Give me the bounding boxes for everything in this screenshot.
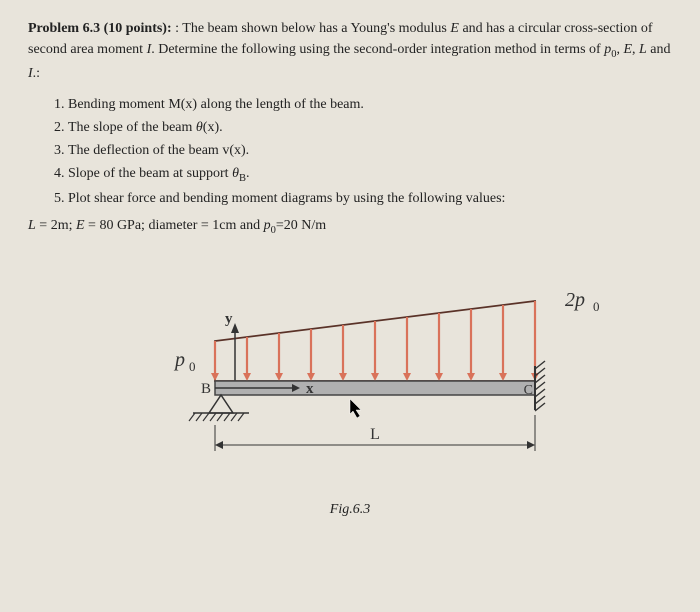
given-b: = 2m; [36,218,76,233]
list-item: Slope of the beam at support θB. [68,163,672,187]
question-list: Bending moment M(x) along the length of … [68,94,672,210]
var-E2: E [623,42,632,57]
statement-p5: , [632,42,639,57]
item-5: Plot shear force and bending moment diag… [68,191,505,206]
svg-text:B: B [201,381,211,397]
var-E: E [450,21,459,36]
list-item: The slope of the beam θ(x). [68,117,672,138]
svg-text:x: x [306,381,314,397]
svg-text:y: y [225,311,233,327]
list-item: The deflection of the beam v(x). [68,140,672,161]
item-4-sub: B [239,172,246,183]
item-2b: (x). [203,120,223,135]
item-4-theta: θ [232,166,239,181]
list-item: Plot shear force and bending moment diag… [68,188,672,209]
item-4b: . [246,166,250,181]
item-2-theta: θ [196,120,203,135]
given-values: L = 2m; E = 80 GPa; diameter = 1cm and p… [28,215,672,239]
svg-text:p: p [173,349,185,371]
given-p: p [264,218,271,233]
svg-text:0: 0 [189,359,196,374]
var-L: L [639,42,647,57]
item-3: The deflection of the beam v(x). [68,143,249,158]
figure-caption: Fig.6.3 [330,499,370,520]
svg-text:2p: 2p [565,289,585,311]
given-L: L [28,218,36,233]
beam-diagram: 2p0p0yBxCL [115,251,635,491]
problem-title: Problem 6.3 (10 points): [28,21,172,36]
given-f: =20 N/m [276,218,326,233]
item-4a: Slope of the beam at support [68,166,232,181]
given-E: E [76,218,85,233]
svg-text:C: C [524,383,533,398]
given-d: = 80 GPa; diameter = 1cm and [85,218,264,233]
item-1: Bending moment M(x) along the length of … [68,97,364,112]
svg-text:0: 0 [593,299,600,314]
list-item: Bending moment M(x) along the length of … [68,94,672,115]
figure-container: 2p0p0yBxCL Fig.6.3 [28,251,672,520]
problem-statement: Problem 6.3 (10 points): : The beam show… [28,18,672,84]
statement-p1: : The beam shown below has a Young's mod… [172,21,451,36]
svg-text:L: L [370,426,380,443]
statement-p7: .: [33,66,40,81]
item-2a: The slope of the beam [68,120,196,135]
statement-p3: . Determine the following using the seco… [151,42,604,57]
statement-p6: and [647,42,671,57]
